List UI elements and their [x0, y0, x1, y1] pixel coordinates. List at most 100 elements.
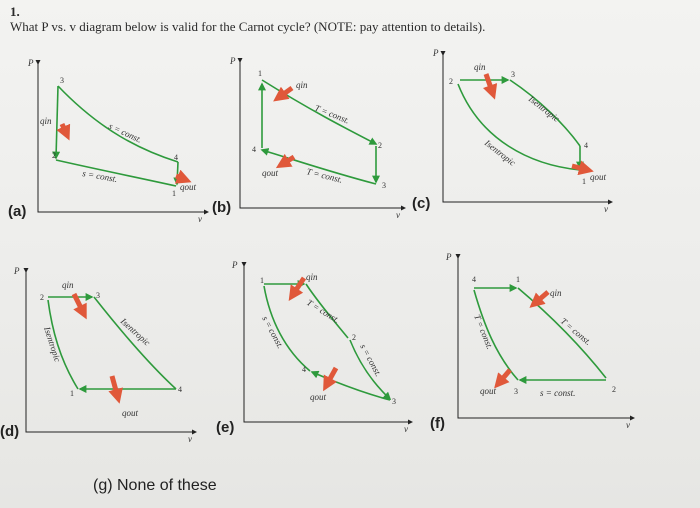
point-label-f-2: 2 — [612, 385, 616, 394]
option-letter-c: (c) — [412, 195, 430, 212]
v-axis-label-c: v — [604, 204, 608, 214]
heat-in-arrow-b — [273, 85, 294, 102]
curve-label-a-bottom: s = const. — [82, 168, 119, 184]
curve-f-right — [517, 287, 607, 379]
heat-out-arrow-e — [323, 366, 339, 392]
axes-d — [23, 268, 197, 435]
curve-label-e-right: s = const. — [358, 342, 383, 378]
p-axis-label-e: P — [231, 260, 238, 270]
question-text: What P vs. v diagram below is valid for … — [10, 19, 486, 34]
point-label-c-2: 2 — [449, 77, 453, 86]
v-axis-label-f: v — [626, 420, 630, 430]
curve-label-f-bottom: s = const. — [540, 388, 575, 398]
v-axis-label-a: v — [198, 214, 202, 224]
qout-label-c: qout — [590, 172, 607, 182]
point-label-d-2: 2 — [40, 293, 44, 302]
point-label-e-4: 4 — [302, 365, 306, 374]
option-letter-e: (e) — [216, 419, 234, 436]
point-label-b-1: 1 — [258, 69, 262, 78]
v-axis-label-d: v — [188, 434, 192, 444]
process-e-34 — [310, 370, 391, 401]
curve-e-left — [263, 285, 311, 372]
point-label-e-3: 3 — [392, 397, 396, 406]
curve-c-bottom — [457, 83, 581, 171]
heat-out-arrow-d — [108, 375, 123, 404]
point-label-b-4: 4 — [252, 145, 256, 154]
heat-out-arrow-b — [275, 153, 296, 169]
point-label-e-1: 1 — [260, 276, 264, 285]
point-label-c-4: 4 — [584, 141, 588, 150]
point-label-a-4: 4 — [174, 153, 178, 162]
qout-label-b: qout — [262, 168, 279, 178]
process-a-41 — [173, 161, 182, 186]
option-letter-f: (f) — [430, 415, 445, 432]
heat-in-arrow-a — [56, 122, 71, 141]
heat-in-arrow-e — [288, 276, 307, 301]
v-axis-label-b: v — [396, 210, 400, 220]
axes-c — [440, 51, 613, 205]
point-label-a-2: 2 — [52, 151, 56, 160]
process-a-32 — [52, 85, 61, 160]
axes-b — [237, 58, 406, 211]
curve-e-middle — [305, 283, 349, 339]
point-label-d-4: 4 — [178, 385, 182, 394]
point-label-f-1: 1 — [516, 275, 520, 284]
curve-b-bottom — [260, 148, 377, 185]
question-number: 1. — [10, 4, 20, 19]
point-label-d-3: 3 — [96, 291, 100, 300]
point-label-c-1: 1 — [582, 177, 586, 186]
point-label-a-3: 3 — [60, 76, 64, 85]
qout-label-f: qout — [480, 386, 497, 396]
curve-a-top — [57, 85, 179, 163]
qout-label-e: qout — [310, 392, 327, 402]
curve-label-b-top: T = const. — [313, 103, 351, 126]
heat-in-arrow-c — [482, 73, 498, 100]
point-label-f-4: 4 — [472, 275, 476, 284]
curve-c-top — [509, 79, 581, 147]
heat-out-arrow-a — [174, 169, 192, 184]
point-label-b-2: 2 — [378, 141, 382, 150]
curve-e-right — [349, 339, 392, 401]
curve-label-c-bottom: Isentropic — [482, 137, 517, 168]
qin-label-e: qin — [306, 272, 318, 282]
curve-a-bottom — [55, 159, 177, 187]
curve-label-a-top: s = const. — [107, 121, 143, 145]
curve-label-f-left: T = const. — [472, 313, 495, 351]
option-g-text: (g) None of these — [93, 477, 217, 494]
curve-label-d-left: Isentropic — [42, 325, 63, 363]
curve-label-e-left: s = const. — [260, 314, 285, 350]
axes-a — [35, 60, 209, 215]
diagram-f[interactable]: P v qin qout T = const. T = const. s = c… — [430, 252, 635, 432]
p-axis-label-c: P — [432, 48, 439, 58]
heat-in-arrow-f — [529, 290, 550, 308]
diagram-a[interactable]: P v qin qout s = const. s = const. 3 2 4… — [8, 58, 209, 224]
diagram-c[interactable]: P v qin qout Isentropic Isentropic 2 3 4… — [412, 48, 613, 214]
point-label-d-1: 1 — [70, 389, 74, 398]
diagram-e[interactable]: P v qin qout s = const. T = const. s = c… — [216, 260, 413, 436]
point-label-e-2: 2 — [352, 333, 356, 342]
qin-label-c: qin — [474, 62, 486, 72]
point-label-c-3: 3 — [511, 70, 515, 79]
qout-label-d: qout — [122, 408, 139, 418]
curve-label-e-middle: T = const. — [305, 297, 341, 325]
qin-label-b: qin — [296, 80, 308, 90]
heat-out-arrow-c — [571, 160, 594, 176]
p-axis-label-f: P — [445, 252, 452, 262]
p-axis-label-a: P — [27, 58, 34, 68]
axes-e — [241, 262, 413, 425]
qin-label-a: qin — [40, 116, 52, 126]
diagram-b[interactable]: P v qin qout T = const. T = const. 1 2 3… — [212, 56, 406, 220]
curve-label-c-top: Isentropic — [526, 93, 561, 124]
point-label-b-3: 3 — [382, 181, 386, 190]
heat-in-arrow-d — [71, 292, 87, 320]
option-letter-d: (d) — [0, 423, 19, 440]
option-letter-a: (a) — [8, 203, 26, 220]
qin-label-d: qin — [62, 280, 74, 290]
diagram-d[interactable]: P v qin qout Isentropic Isentropic 2 3 4… — [0, 266, 197, 444]
axes-f — [455, 254, 635, 421]
qin-label-f: qin — [550, 288, 562, 298]
heat-out-arrow-f — [494, 368, 512, 389]
p-axis-label-d: P — [13, 266, 20, 276]
point-label-a-1: 1 — [172, 189, 176, 198]
